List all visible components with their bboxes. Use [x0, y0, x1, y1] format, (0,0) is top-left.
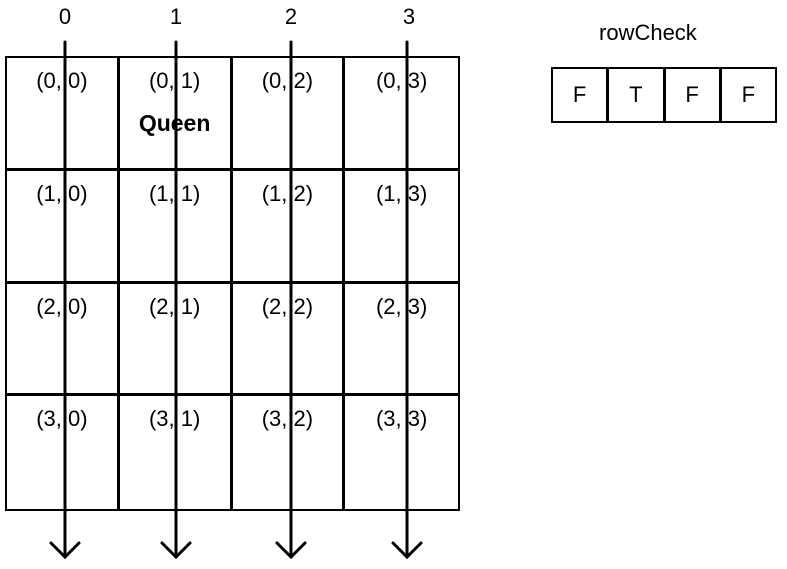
cell-coordinate: (2, 2)	[261, 293, 314, 319]
row-check-cell-2: F	[666, 69, 722, 121]
board-cell-3-2: (3, 2)	[233, 396, 346, 509]
board-cell-0-1: (0, 1) Queen	[119, 58, 233, 171]
board-cell-1-1: (1, 1)	[119, 170, 233, 284]
cell-coordinate: (3, 1)	[148, 406, 201, 432]
cell-coordinate: (0, 1)	[148, 68, 201, 93]
board-cell-0-3: (0, 3)	[345, 58, 458, 171]
cell-coordinate: (2, 0)	[36, 293, 88, 319]
column-label-3: 3	[402, 4, 416, 29]
board-cell-3-1: (3, 1)	[120, 396, 233, 509]
arrow-down-icon	[49, 541, 81, 560]
cell-coordinate: (2, 1)	[148, 293, 201, 319]
row-check-title: rowCheck	[599, 20, 697, 45]
board-cell-0-2: (0, 2)	[232, 58, 346, 171]
row-check-cell-0: F	[553, 69, 610, 121]
cell-coordinate: (3, 3)	[375, 406, 428, 432]
board-cell-2-2: (2, 2)	[232, 283, 346, 397]
queen-piece-label: Queen	[138, 110, 211, 136]
board-cell-1-2: (1, 2)	[232, 170, 346, 284]
cell-coordinate: (3, 2)	[261, 406, 314, 432]
row-check-cell-1: T	[609, 69, 666, 121]
cell-coordinate: (1, 1)	[148, 180, 201, 206]
cell-coordinate: (0, 3)	[375, 68, 428, 93]
board-cell-2-3: (2, 3)	[345, 284, 458, 397]
arrow-down-icon	[160, 541, 192, 560]
board-cell-3-0: (3, 0)	[7, 396, 120, 509]
board-cell-0-0: (0, 0)	[7, 58, 120, 171]
cell-coordinate: (2, 3)	[375, 293, 428, 319]
board-cell-2-0: (2, 0)	[7, 283, 120, 397]
column-label-2: 2	[284, 4, 298, 29]
board-cell-2-1: (2, 1)	[119, 283, 233, 397]
column-label-1: 1	[169, 4, 183, 29]
chess-board-grid: (0, 0) (0, 1) Queen (0, 2) (0, 3) (1, 0) …	[5, 56, 460, 511]
board-cell-3-3: (3, 3)	[345, 396, 458, 509]
cell-coordinate: (1, 3)	[375, 180, 428, 206]
cell-coordinate: (0, 0)	[36, 68, 88, 93]
board-cell-1-0: (1, 0)	[7, 170, 120, 284]
board-cell-1-3: (1, 3)	[345, 171, 458, 284]
arrow-down-icon	[275, 541, 307, 560]
cell-coordinate: (1, 2)	[261, 180, 314, 206]
cell-coordinate: (3, 0)	[36, 406, 88, 432]
row-check-array: F T F F	[551, 67, 777, 123]
row-check-cell-3: F	[741, 82, 756, 107]
cell-coordinate: (0, 2)	[261, 68, 314, 93]
column-label-0: 0	[58, 4, 72, 29]
cell-coordinate: (1, 0)	[36, 180, 88, 206]
arrow-down-icon	[391, 541, 423, 560]
